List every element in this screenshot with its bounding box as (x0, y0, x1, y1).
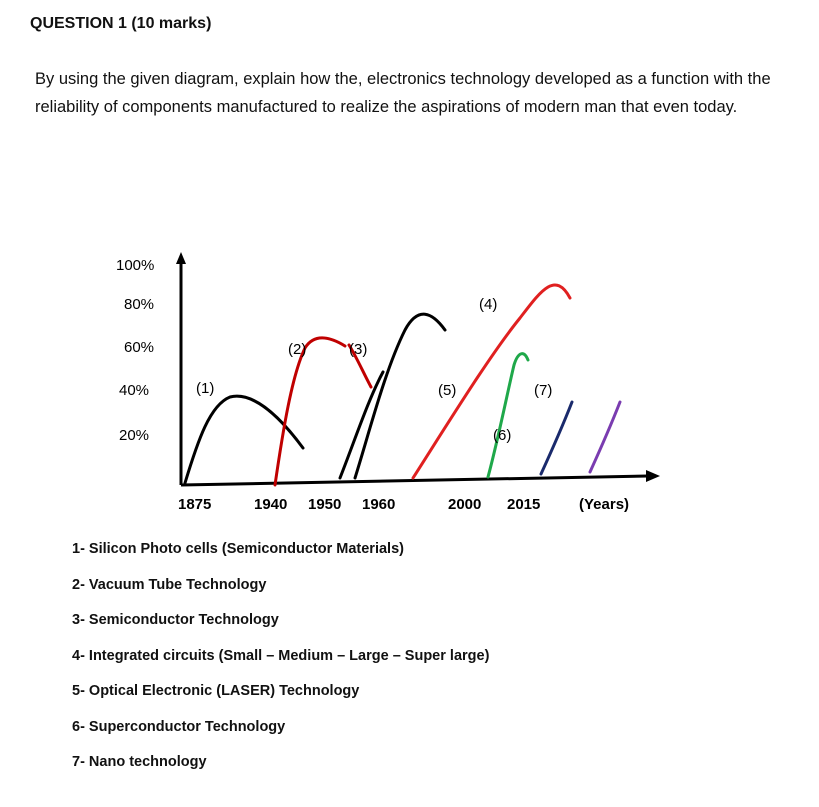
curve-label: (2) (288, 341, 306, 358)
curve-7 (539, 400, 574, 476)
x-tick-label: 1950 (308, 496, 341, 513)
curve-3 (347, 343, 373, 389)
x-tick-label: 2015 (507, 496, 540, 513)
y-tick-label: 100% (116, 257, 154, 274)
curve-label: (6) (493, 427, 511, 444)
y-tick-label: 60% (124, 339, 154, 356)
legend-item: 4- Integrated circuits (Small – Medium –… (72, 647, 490, 664)
x-tick-label: 1940 (254, 496, 287, 513)
curve-6 (486, 352, 530, 479)
y-tick-label: 40% (119, 382, 149, 399)
x-axis-unit: (Years) (579, 496, 629, 513)
y-axis-arrowhead (176, 252, 186, 264)
curve-label: (3) (349, 341, 367, 358)
x-axis-arrowhead (646, 470, 660, 482)
curve-3-rise (338, 370, 385, 480)
curve-label: (1) (196, 380, 214, 397)
legend-item: 7- Nano technology (72, 754, 207, 770)
legend-item: 3- Semiconductor Technology (72, 612, 279, 628)
curve-8 (588, 400, 622, 474)
legend-item: 1- Silicon Photo cells (Semiconductor Ma… (72, 541, 404, 557)
question-heading: QUESTION 1 (10 marks) (30, 15, 212, 32)
x-tick-label: 1875 (178, 496, 211, 513)
technology-legend: 1- Silicon Photo cells (Semiconductor Ma… (72, 532, 489, 781)
legend-item: 2- Vacuum Tube Technology (72, 576, 267, 593)
x-tick-label: 2000 (448, 496, 481, 513)
curve-label: (4) (479, 296, 497, 313)
legend-item: 5- Optical Electronic (LASER) Technology (72, 683, 360, 699)
y-tick-label: 20% (119, 427, 149, 444)
curve-1 (183, 394, 305, 485)
curve-4 (411, 283, 572, 480)
curve-5 (353, 312, 447, 480)
curve-2 (273, 336, 347, 487)
legend-item: 6- Superconductor Technology (72, 718, 286, 735)
curve-label: (5) (438, 382, 456, 399)
question-prompt: By using the given diagram, explain how … (35, 70, 771, 116)
curve-label: (7) (534, 382, 552, 399)
y-tick-label: 80% (124, 296, 154, 313)
x-axis (180, 474, 649, 487)
x-tick-label: 1960 (362, 496, 395, 513)
